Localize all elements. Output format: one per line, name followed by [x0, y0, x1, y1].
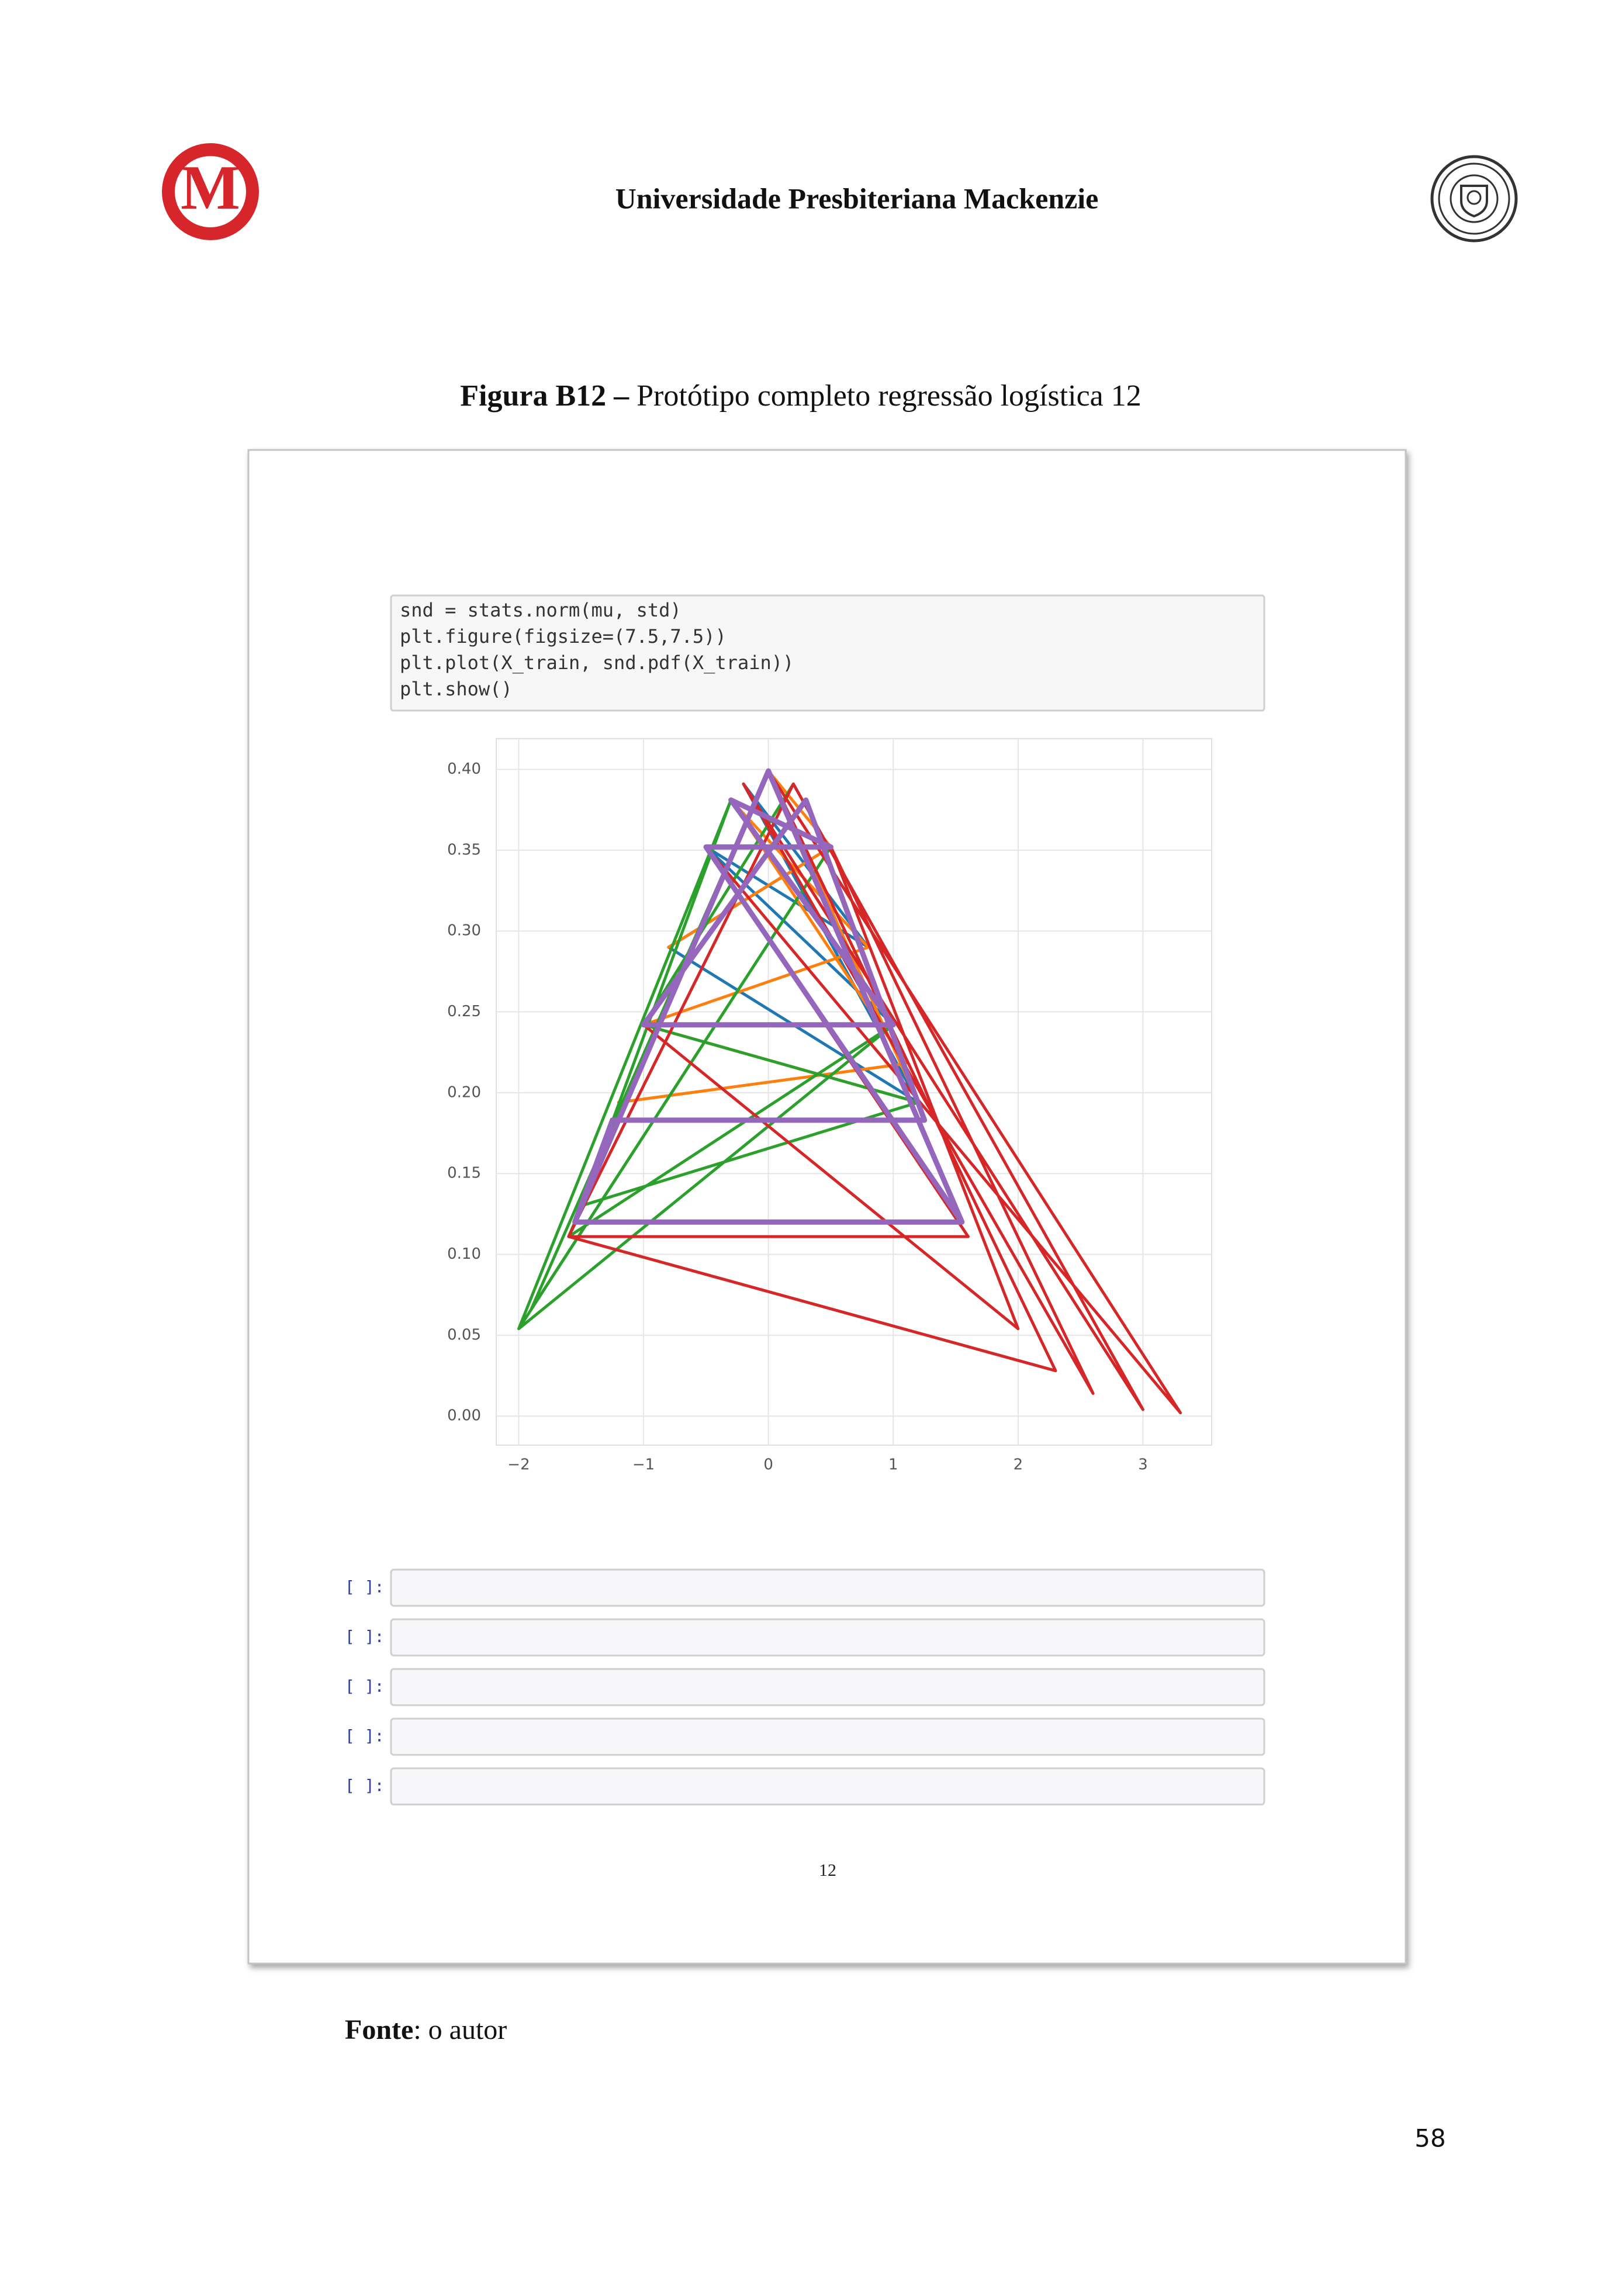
- y-tick-label: 0.10: [447, 1245, 481, 1263]
- figure-title: Protótipo completo regressão logística 1…: [629, 379, 1142, 413]
- empty-cell: [390, 1717, 1265, 1756]
- empty-cell: [390, 1767, 1265, 1806]
- y-tick-label: 0.25: [447, 1003, 481, 1020]
- empty-cell: [390, 1618, 1265, 1657]
- institution-name: Universidade Presbiteriana Mackenzie: [615, 182, 1099, 214]
- chart: 0.00 0.05 0.10 0.15 0.20 0.25 0.30 0.35 0.40 −2 −1…: [447, 738, 1212, 1474]
- logo-letter: M: [181, 153, 240, 223]
- code-line: plt.plot(X_train, snd.pdf(X_train)): [400, 652, 794, 674]
- code-line: plt.figure(figsize=(7.5,7.5)): [400, 625, 727, 647]
- x-tick-label: 3: [1138, 1456, 1148, 1474]
- y-tick-label: 0.30: [447, 922, 481, 940]
- x-tick-label: 1: [888, 1456, 898, 1474]
- cell-prompt: [ ]:: [345, 1627, 384, 1646]
- code-lines: snd = stats.norm(mu, std) plt.figure(figs…: [400, 599, 794, 700]
- x-tick-label: −1: [632, 1456, 655, 1474]
- cell-prompt: [ ]:: [345, 1776, 384, 1795]
- x-tick-label: 2: [1013, 1456, 1023, 1474]
- figure-label: Figura B12 –: [460, 379, 629, 413]
- page-number: 58: [1414, 2124, 1445, 2153]
- code-cell: [390, 594, 1265, 712]
- empty-cell: [390, 1668, 1265, 1706]
- y-tick-label: 0.00: [447, 1407, 481, 1425]
- code-line: snd = stats.norm(mu, std): [400, 599, 682, 621]
- x-tick-label: 0: [763, 1456, 773, 1474]
- source-note: Fonte: o autor: [345, 2014, 507, 2045]
- empty-cells: [ ]: [ ]: [ ]: [ ]: [ ]:: [345, 1568, 1265, 1806]
- data-line: [572, 768, 965, 1225]
- logo: M: [162, 143, 259, 240]
- plot-area: [496, 738, 1212, 1446]
- source-label: Fonte: [345, 2014, 413, 2045]
- x-tick-label: −2: [507, 1456, 530, 1474]
- y-tick-label: 0.40: [447, 760, 481, 778]
- empty-cell: [390, 1568, 1265, 1607]
- code-line: plt.show(): [400, 678, 513, 700]
- seal: [1430, 155, 1518, 243]
- y-tick-label: 0.35: [447, 841, 481, 858]
- cell-prompt: [ ]:: [345, 1726, 384, 1746]
- data-line: [567, 769, 1182, 1415]
- y-tick-label: 0.20: [447, 1083, 481, 1101]
- notebook-page-number: 12: [819, 1861, 836, 1880]
- cell-prompt: [ ]:: [345, 1677, 384, 1696]
- cell-prompt: [ ]:: [345, 1577, 384, 1597]
- source-text: : o autor: [413, 2014, 507, 2045]
- y-tick-label: 0.15: [447, 1165, 481, 1182]
- figure-caption: Figura B12 – Protótipo completo regressã…: [460, 379, 1142, 413]
- y-tick-label: 0.05: [447, 1326, 481, 1343]
